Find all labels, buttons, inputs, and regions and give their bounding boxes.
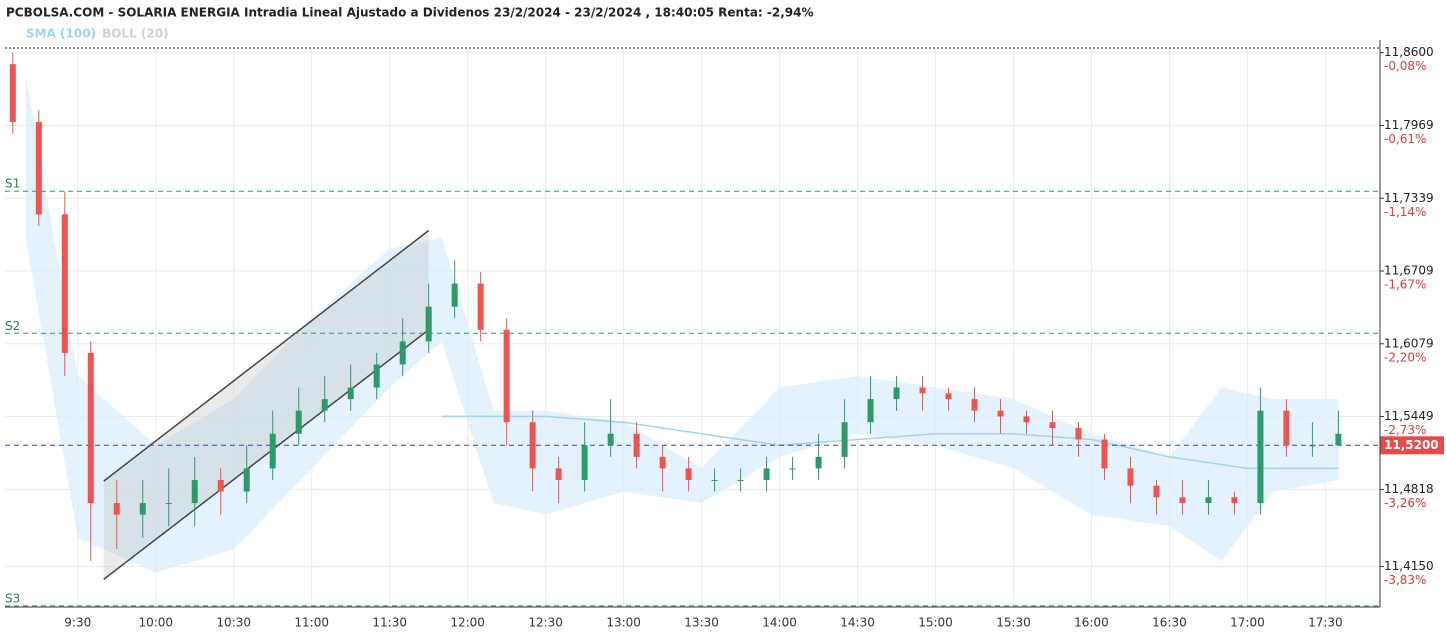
y-tick-label: 11,4818: [1384, 482, 1434, 496]
y-tick-label: 11,5449: [1384, 409, 1434, 423]
y-tick-pct: -3,83%: [1384, 573, 1426, 587]
x-tick-label: 14:30: [840, 616, 875, 630]
candle-body: [1231, 497, 1238, 504]
x-tick-label: 9:30: [64, 616, 91, 630]
candle-body: [1335, 433, 1342, 446]
candle-body: [997, 410, 1004, 417]
candle-body: [87, 352, 94, 504]
y-tick-label: 11,4150: [1384, 559, 1434, 573]
channel-line: [103, 229, 430, 482]
candle-body: [555, 468, 562, 480]
y-tick-label: 11,6079: [1384, 336, 1434, 350]
x-tick-label: 15:30: [996, 616, 1031, 630]
last-price-label: 11,5200: [1384, 438, 1439, 452]
level-label: S1: [5, 177, 20, 191]
candle-body: [1283, 410, 1290, 446]
candle-body: [893, 387, 900, 400]
y-tick-pct: -2,73%: [1384, 423, 1426, 437]
candle-body: [1153, 485, 1160, 498]
candle-body: [737, 479, 744, 481]
candle-body: [451, 283, 458, 307]
x-tick-label: 12:00: [450, 616, 485, 630]
candle-body: [581, 445, 588, 480]
legend-entry: BOLL (20): [102, 27, 169, 41]
channel-fill: [103, 230, 429, 580]
y-tick-pct: -0,08%: [1384, 59, 1426, 73]
last-price-box: [1380, 436, 1444, 455]
y-tick-pct: -0,61%: [1384, 132, 1426, 146]
candle-body: [321, 399, 328, 411]
x-tick-label: 15:00: [918, 616, 953, 630]
x-tick-label: 17:30: [1308, 616, 1343, 630]
candle-body: [659, 456, 666, 469]
candle-body: [867, 399, 874, 423]
x-tick-label: 16:00: [1074, 616, 1109, 630]
candle-body: [373, 364, 380, 388]
y-tick-pct: -3,26%: [1384, 496, 1426, 510]
y-tick-label: 11,7969: [1384, 118, 1434, 132]
candle-body: [685, 468, 692, 480]
x-tick-label: 17:00: [1230, 616, 1265, 630]
candle-body: [1205, 497, 1212, 504]
y-tick-label: 11,7339: [1384, 191, 1434, 205]
candle-body: [1179, 497, 1186, 504]
candle-body: [217, 479, 224, 492]
candle-body: [815, 456, 822, 469]
candle-body: [841, 422, 848, 457]
candle-body: [633, 433, 640, 457]
candle-body: [1075, 427, 1082, 440]
candle-body: [1309, 445, 1316, 447]
candle-body: [607, 433, 614, 446]
candle-body: [503, 329, 510, 423]
candle-body: [763, 468, 770, 480]
candle-body: [399, 341, 406, 365]
candle-body: [139, 503, 146, 515]
candle-body: [243, 468, 250, 492]
x-tick-label: 11:00: [294, 616, 329, 630]
candle-body: [1101, 439, 1108, 469]
y-tick-pct: -2,20%: [1384, 350, 1426, 364]
candle-body: [35, 121, 42, 215]
x-tick-label: 11:30: [372, 616, 407, 630]
candle-body: [113, 503, 120, 515]
candle-body: [919, 387, 926, 394]
y-tick-pct: -1,67%: [1384, 278, 1426, 292]
candle-body: [9, 64, 16, 122]
candle-body: [1049, 422, 1056, 428]
candle-body: [295, 410, 302, 434]
x-tick-label: 12:30: [528, 616, 563, 630]
candle-body: [1023, 416, 1030, 423]
level-label: S3: [5, 591, 20, 605]
x-tick-label: 13:30: [684, 616, 719, 630]
candle-body: [711, 479, 718, 481]
bollinger-band: [25, 75, 1339, 573]
x-tick-label: 10:30: [216, 616, 251, 630]
candle-body: [1257, 410, 1264, 504]
level-label: S2: [5, 319, 20, 333]
candle-body: [789, 468, 796, 470]
x-tick-label: 10:00: [138, 616, 173, 630]
candle-body: [347, 387, 354, 400]
candle-body: [477, 283, 484, 330]
candle-body: [269, 433, 276, 469]
y-tick-pct: -1,14%: [1384, 205, 1426, 219]
candle-body: [971, 399, 978, 411]
candle-body: [61, 214, 68, 353]
y-tick-label: 11,6709: [1384, 264, 1434, 278]
candle-body: [165, 503, 172, 505]
candle-body: [1127, 468, 1134, 486]
candle-body: [945, 393, 952, 400]
x-tick-label: 13:00: [606, 616, 641, 630]
chart-title: PCBOLSA.COM - SOLARIA ENERGIA Intradia L…: [6, 6, 814, 20]
candle-body: [191, 479, 198, 504]
x-tick-label: 14:00: [762, 616, 797, 630]
x-tick-label: 16:30: [1152, 616, 1187, 630]
candle-body: [425, 306, 432, 342]
y-tick-label: 11,8600: [1384, 45, 1434, 59]
candle-body: [529, 422, 536, 469]
legend-entry: SMA (100): [26, 27, 96, 41]
